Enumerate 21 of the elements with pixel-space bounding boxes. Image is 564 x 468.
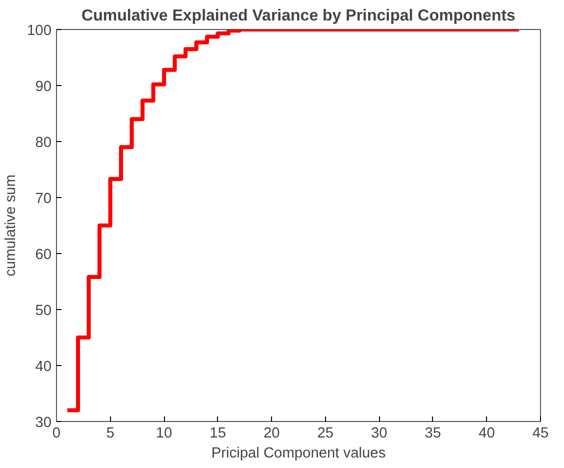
- y-tick-label: 90: [35, 79, 52, 95]
- x-axis-title: Pricipal Component values: [211, 446, 386, 462]
- y-tick-label: 50: [35, 303, 52, 319]
- x-tick-label: 15: [210, 426, 226, 442]
- x-tick-label: 25: [317, 426, 334, 442]
- chart-title: Cumulative Explained Variance by Principal Components: [82, 8, 516, 24]
- y-tick-label: 80: [35, 135, 52, 151]
- y-tick-label: 30: [35, 415, 52, 431]
- y-tick-label: 40: [35, 359, 52, 375]
- y-tick-label: 60: [35, 247, 52, 263]
- x-tick-label: 30: [371, 426, 388, 442]
- y-tick-label: 70: [35, 191, 52, 207]
- x-tick-label: 10: [156, 426, 172, 442]
- x-tick-label: 45: [532, 426, 549, 442]
- y-axis-title: cumulative sum: [3, 174, 20, 276]
- x-tick-label: 35: [424, 426, 442, 442]
- x-tick-label: 5: [106, 426, 114, 442]
- y-tick-label: 100: [27, 23, 52, 39]
- x-tick-label: 40: [478, 426, 495, 442]
- x-tick-label: 20: [263, 426, 280, 442]
- x-tick-label: 0: [52, 426, 61, 442]
